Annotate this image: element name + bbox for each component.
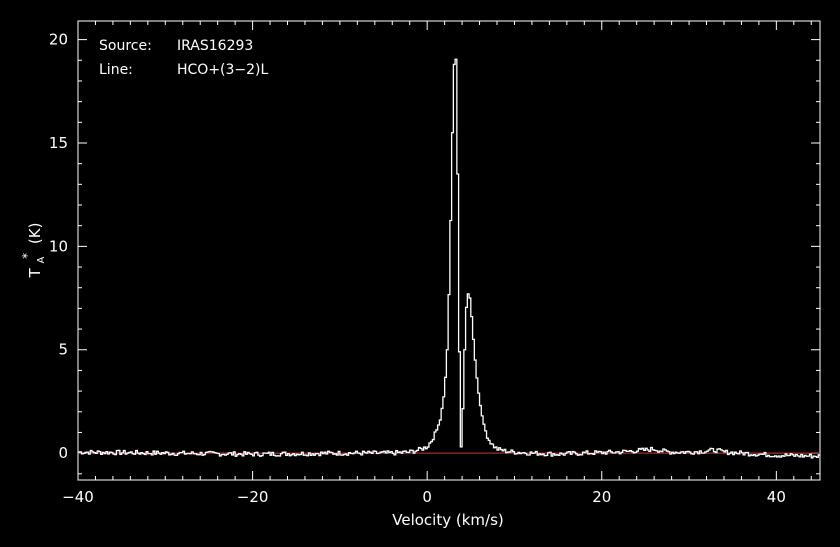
svg-text:T A * (K): T A * (K) bbox=[17, 223, 48, 279]
y-tick-label: 10 bbox=[49, 237, 68, 255]
y-axis-label: T A * (K) bbox=[17, 223, 48, 279]
y-axis-label-sub: A bbox=[36, 257, 47, 264]
y-tick-label: 0 bbox=[58, 444, 68, 462]
x-tick-label: 0 bbox=[422, 488, 432, 506]
y-tick-label: 15 bbox=[49, 134, 68, 152]
y-axis-label-sup: * bbox=[20, 253, 34, 259]
x-tick-label: −20 bbox=[237, 488, 269, 506]
plot-frame bbox=[77, 20, 821, 481]
y-axis-label-main: T bbox=[26, 267, 44, 278]
line-value: HCO+(3−2)L bbox=[177, 62, 269, 78]
x-tick-label: 20 bbox=[592, 488, 611, 506]
line-label: Line: bbox=[99, 62, 133, 78]
x-axis-label: Velocity (km/s) bbox=[392, 511, 503, 529]
x-tick-label: −40 bbox=[62, 488, 94, 506]
y-tick-label: 5 bbox=[58, 341, 68, 359]
y-tick-label: 20 bbox=[49, 31, 68, 49]
spectrum-line bbox=[78, 58, 820, 459]
y-axis-label-unit: (K) bbox=[26, 223, 44, 245]
x-tick-label: 40 bbox=[767, 488, 786, 506]
source-label: Source: bbox=[99, 38, 152, 54]
source-value: IRAS16293 bbox=[177, 38, 253, 54]
